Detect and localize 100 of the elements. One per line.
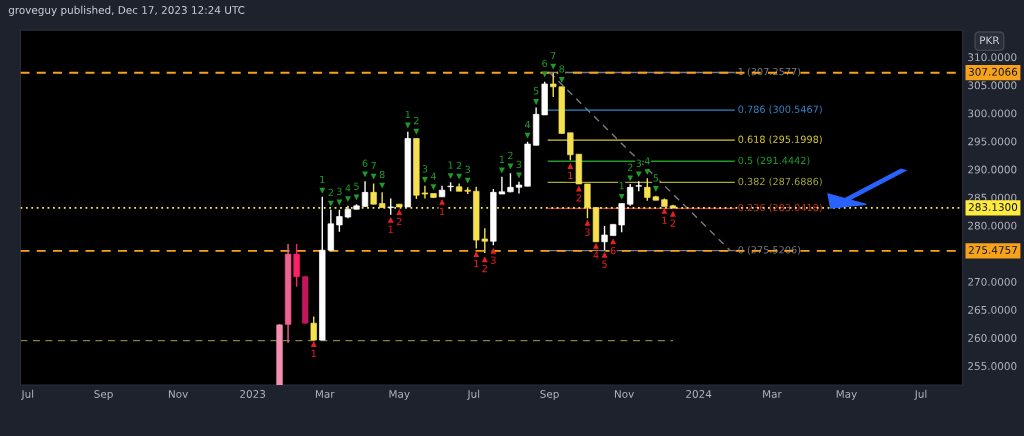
candlestick (293, 243, 300, 288)
point (310, 341, 317, 347)
annotation: 3 (337, 187, 342, 196)
annotation: 5 (354, 182, 359, 190)
series-label: 0.618 (295.1998) (738, 135, 822, 145)
x-tick-label: May (389, 390, 410, 400)
annotation: 6 (362, 159, 368, 167)
annotation: 2 (670, 219, 676, 227)
ref-line-label: 275.4757 (968, 246, 1017, 254)
x-tick-label: Mar (763, 390, 782, 398)
y-tick-label: 285.0000 (968, 193, 1017, 202)
annotation: 8 (559, 65, 565, 73)
y-tick-label: 270.0000 (968, 277, 1017, 286)
x-tick-label: Jul (466, 389, 480, 400)
x-tick-label: Sep (540, 390, 559, 400)
annotation: 3 (491, 256, 496, 264)
series-label: 0.236 (283.0418) (738, 203, 822, 213)
annotation: 2 (508, 151, 513, 159)
point (601, 251, 608, 258)
x-tick-label: Sep (94, 390, 113, 400)
series-label: 0.5 (291.4442) (738, 156, 810, 166)
series-label: 1 (307.2577) (738, 67, 801, 77)
point (421, 177, 428, 183)
point (439, 198, 445, 205)
point (533, 99, 540, 105)
y-tick-label: 280.0000 (968, 221, 1017, 230)
annotation: 1 (474, 260, 479, 268)
point (652, 186, 659, 192)
y-tick-label: 265.0000 (968, 305, 1017, 314)
annotation: 5 (533, 87, 539, 95)
x-tick-label: Nov (614, 390, 634, 398)
y-tick-label: 290.0000 (968, 165, 1017, 174)
point (353, 194, 360, 201)
point (558, 77, 565, 84)
x-tick-label: Jul (914, 389, 927, 400)
annotation: 1 (619, 182, 624, 190)
y-tick-label: 260.0000 (968, 334, 1017, 342)
candlestick (584, 183, 591, 219)
point (447, 173, 454, 180)
point (490, 247, 497, 254)
annotation: 4 (430, 172, 437, 180)
point (627, 175, 634, 182)
annotation: 1 (662, 216, 667, 224)
annotation: 2 (396, 217, 402, 225)
x-tick-label: Nov (168, 390, 188, 398)
point (345, 196, 351, 203)
annotation: 4 (524, 120, 531, 129)
ref-line-label: 307.2066 (968, 67, 1018, 76)
annotation: 7 (550, 51, 556, 60)
annotation: 2 (576, 194, 581, 202)
annotation: 1 (440, 207, 445, 215)
y-tick-label: 310.0000 (968, 53, 1017, 62)
point (610, 238, 617, 245)
candlestick (627, 183, 634, 207)
annotation: 8 (379, 170, 385, 179)
annotation: 1 (499, 155, 505, 163)
annotation: 4 (345, 184, 351, 192)
candlestick (379, 191, 386, 209)
point (430, 184, 437, 191)
candlestick (310, 315, 317, 341)
point (635, 171, 642, 178)
point (618, 193, 625, 200)
y-axis-title: PKR (980, 36, 1000, 45)
x-tick-label: Mar (315, 390, 335, 398)
x-tick-label: Jul (20, 389, 34, 400)
point (661, 207, 668, 214)
point (670, 210, 676, 217)
y-tick-label: 295.0000 (968, 137, 1017, 146)
candlestick (361, 180, 369, 208)
series-label: 0.786 (300.5467) (738, 105, 822, 115)
annotation: 2 (456, 161, 462, 170)
annotation: 2 (413, 116, 419, 125)
annotation: 1 (320, 176, 325, 184)
annotation: 1 (568, 171, 573, 179)
annotation: 6 (542, 59, 548, 68)
x-tick-label: May (836, 390, 857, 400)
annotation: 3 (516, 160, 522, 169)
point (644, 169, 651, 176)
annotation: 1 (311, 349, 316, 357)
annotation: 4 (644, 157, 650, 165)
annotation: 2 (627, 163, 633, 171)
point (362, 171, 368, 178)
series-label: 0.382 (287.6886) (738, 177, 822, 187)
annotation: 5 (602, 260, 607, 268)
annotation: 2 (328, 188, 333, 197)
annotation: 1 (405, 110, 411, 118)
annotation: 3 (636, 159, 642, 167)
point (387, 216, 394, 223)
chart-title: groveguy published, Dec 17, 2023 12:24 UTC (8, 5, 245, 16)
annotation: 1 (388, 225, 393, 233)
x-tick-label: 2024 (686, 390, 712, 398)
candlestick (370, 182, 377, 205)
candlestick (601, 225, 608, 251)
ref-line-label: 283.1300 (968, 203, 1018, 211)
point (567, 163, 574, 169)
annotation: 4 (593, 251, 599, 259)
y-tick-label: 255.0000 (968, 362, 1017, 370)
point (584, 219, 591, 226)
annotation: 3 (422, 165, 428, 173)
annotation: 5 (653, 174, 659, 182)
